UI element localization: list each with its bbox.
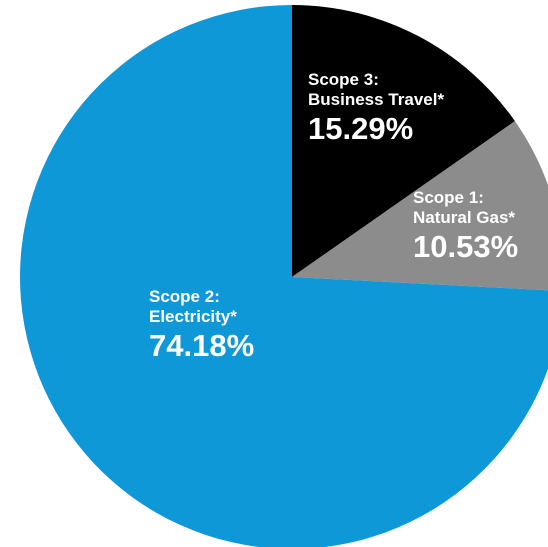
pie-slice-scope-2 <box>20 5 548 547</box>
slice-label-scope-2-line2: Electricity* <box>149 307 237 327</box>
slice-value-scope-2: 74.18% <box>149 327 255 363</box>
slice-label-scope-2-line1: Scope 2: <box>149 287 220 306</box>
slice-value-scope-3: 15.29% <box>308 110 414 146</box>
slice-label-scope-1: Scope 1: Natural Gas* 10.53% <box>413 188 518 264</box>
slice-label-scope-3: Scope 3: Business Travel* 15.29% <box>308 70 444 146</box>
slice-label-scope-3-line2: Business Travel* <box>308 90 445 110</box>
slice-label-scope-2: Scope 2: Electricity* 74.18% <box>149 287 254 363</box>
pie-slice-scope-1 <box>292 121 548 291</box>
slice-label-scope-1-line1: Scope 1: <box>413 188 484 207</box>
slice-label-scope-3-line1: Scope 3: <box>308 70 379 89</box>
slice-label-scope-1-line2: Natural Gas* <box>413 208 516 228</box>
pie-slice-scope-3 <box>292 5 515 277</box>
slice-value-scope-1: 10.53% <box>413 228 519 264</box>
pie-slices <box>20 5 548 547</box>
